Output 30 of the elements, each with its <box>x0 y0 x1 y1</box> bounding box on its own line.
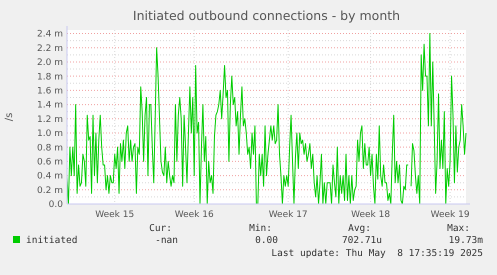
text: Cur: <box>149 223 172 234</box>
legend-label: initiated <box>26 235 78 246</box>
text: -nan <box>155 235 178 246</box>
x-tick-label: Week 16 <box>174 210 214 220</box>
text: Last update: Thu May 8 17:35:19 2025 <box>271 248 483 259</box>
y-tick-label: 1.0 m <box>37 129 63 140</box>
y-tick-label: 2.4 m <box>37 30 63 40</box>
y-tick-label: 0.4 m <box>37 172 63 182</box>
y-tick-label: 2.2 m <box>37 44 63 54</box>
x-tick-label: Week 15 <box>95 210 134 220</box>
x-tick-label: Week 19 <box>430 210 470 220</box>
y-tick-label: 0.8 m <box>37 143 63 154</box>
x-tick-label: Week 18 <box>351 210 390 220</box>
y-tick-label: 2.0 m <box>37 58 63 68</box>
y-tick-label: 1.6 m <box>37 86 63 97</box>
text: Min: <box>249 223 272 234</box>
y-tick-label: 1.8 m <box>37 72 63 82</box>
text: 19.73m <box>448 235 484 246</box>
chart-title: Initiated outbound connections - by month <box>132 8 400 23</box>
y-tick-label: 0.6 m <box>37 158 63 168</box>
y-tick-label: 0.2 m <box>37 186 63 196</box>
text: 0.00 <box>255 235 278 246</box>
y-axis-title: /s <box>4 112 15 122</box>
x-tick-label: Week 17 <box>268 210 308 220</box>
y-tick-label: 1.4 m <box>37 100 63 111</box>
text: Avg: <box>348 223 371 234</box>
y-tick-label: 1.2 m <box>37 114 63 125</box>
y-tick-label: 0.0 <box>48 200 64 210</box>
text: Max: <box>447 223 470 234</box>
text: 702.71u <box>342 235 382 246</box>
